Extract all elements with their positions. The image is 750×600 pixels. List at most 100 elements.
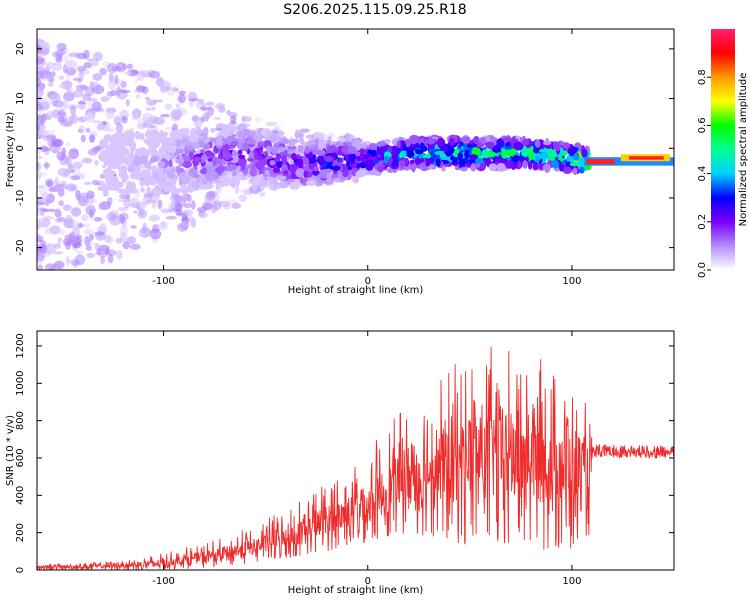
spectrogram-cell <box>93 51 103 62</box>
spectrogram-cell <box>434 150 445 156</box>
spectrogram-cell <box>178 90 187 95</box>
spectrogram-cell <box>137 123 146 130</box>
spectrogram-cell <box>37 264 44 270</box>
spectrogram-cell <box>37 65 46 74</box>
spectrogram-cell <box>160 208 171 213</box>
spectrogram-cell <box>76 66 87 72</box>
spectrogram-cell <box>425 159 431 167</box>
spectrogram-cell <box>93 146 102 152</box>
spectrogram-cell <box>175 138 182 148</box>
spectrogram-cell <box>78 125 86 134</box>
x-tick-label: 100 <box>562 276 581 287</box>
spectrogram-cell <box>130 69 139 75</box>
spectrogram-cell <box>148 214 160 222</box>
spectrogram-cell <box>59 108 66 120</box>
spectrogram-cell <box>551 159 560 169</box>
spectrogram-cell <box>474 157 484 164</box>
spectrogram-cell <box>87 58 94 62</box>
spectrogram-cell <box>310 144 315 150</box>
spectrogram-cell <box>49 225 61 235</box>
spectrogram-cell <box>106 62 118 74</box>
spectrogram-cell <box>55 185 63 193</box>
spectrogram-cell <box>166 145 177 154</box>
spectrogram-cell <box>116 86 121 97</box>
spectrogram-cell <box>111 142 122 150</box>
spectrogram-cell <box>70 207 82 217</box>
spectrogram-cell <box>121 115 128 124</box>
spectrogram-cell <box>114 148 124 153</box>
spectrogram-cell <box>199 211 208 219</box>
y-tick-label: 200 <box>15 523 26 542</box>
spectrogram-cell <box>259 179 268 187</box>
spectrogram-cell <box>37 151 41 156</box>
y-tick-label: -20 <box>15 239 26 255</box>
spectrogram-cell <box>534 139 541 148</box>
spectrogram-cell <box>92 120 101 124</box>
spectrogram-cell <box>114 74 119 85</box>
spectrogram-cell <box>208 190 218 198</box>
spectrogram-cell <box>112 186 120 191</box>
y-tick-label: 20 <box>15 43 26 56</box>
spectrogram-cell <box>47 76 55 83</box>
spectrogram-cell <box>569 162 580 167</box>
spectrogram-cell <box>408 134 419 145</box>
spectrogram-cell <box>333 147 339 154</box>
spectrogram-cell <box>127 164 135 173</box>
spectrogram-cell <box>317 132 328 142</box>
spectrogram-cell <box>331 165 341 171</box>
spectrogram-cell <box>559 163 564 172</box>
spectrogram-cell <box>200 149 205 154</box>
spectrogram-cell <box>190 180 201 189</box>
spectrogram-cell <box>154 118 164 124</box>
spectrogram-cell <box>118 212 129 221</box>
spectrogram-cell <box>71 227 80 237</box>
spectrogram-cell <box>39 217 45 223</box>
spectrogram-cell <box>126 63 134 70</box>
spectrogram-cell <box>341 145 351 155</box>
spectrogram-cell <box>37 202 46 206</box>
spectrogram-cell <box>90 82 98 89</box>
spectrogram-cell <box>212 158 217 167</box>
spectrogram-cell <box>295 168 305 178</box>
spectrogram-cell <box>356 156 361 162</box>
spectrogram-cell <box>59 120 72 127</box>
spectrogram-cell <box>214 194 221 204</box>
spectrogram-cell <box>85 127 91 133</box>
spectrogram-cell <box>88 200 94 205</box>
spectrogram-cell <box>58 75 65 80</box>
spectrogram-cell <box>505 160 514 169</box>
spectrogram-cell <box>256 154 264 161</box>
spectrogram-cell <box>203 132 208 141</box>
spectrogram-cell <box>58 83 71 89</box>
spectrogram-cell <box>528 153 535 161</box>
spectrogram-cell <box>176 212 185 217</box>
spectrogram-cell <box>118 207 126 212</box>
spectrogram-cell <box>540 151 548 161</box>
spectrogram-cell <box>468 154 478 160</box>
spectrogram-cell <box>246 138 256 145</box>
y-tick-label: -10 <box>15 190 26 206</box>
spectrogram-cell <box>45 178 54 187</box>
snr-series-line <box>37 346 674 570</box>
spectrogram-cell <box>100 96 110 102</box>
spectrogram-cell <box>577 157 586 167</box>
spectrogram-cell <box>546 147 553 156</box>
spectrogram-cell <box>193 117 203 129</box>
spectrogram-cell <box>233 203 239 209</box>
spectrogram-cell <box>342 169 349 178</box>
spectrogram-cell <box>426 137 436 145</box>
spectrogram-cell <box>398 152 404 158</box>
spectrogram-cell <box>139 132 145 141</box>
spectrogram-cell <box>443 146 448 152</box>
spectrogram-cell <box>74 254 86 266</box>
spectrogram-cell <box>581 148 588 158</box>
spectrogram-cell <box>49 71 56 78</box>
spectrogram-cell <box>120 167 127 177</box>
spectrogram-cell <box>396 140 401 149</box>
spectrogram-cell <box>151 106 156 111</box>
spectrogram-cell <box>115 157 126 163</box>
spectrogram-cell <box>175 158 185 164</box>
spectrogram-cell <box>562 142 570 150</box>
spectrogram-cell <box>517 160 522 170</box>
